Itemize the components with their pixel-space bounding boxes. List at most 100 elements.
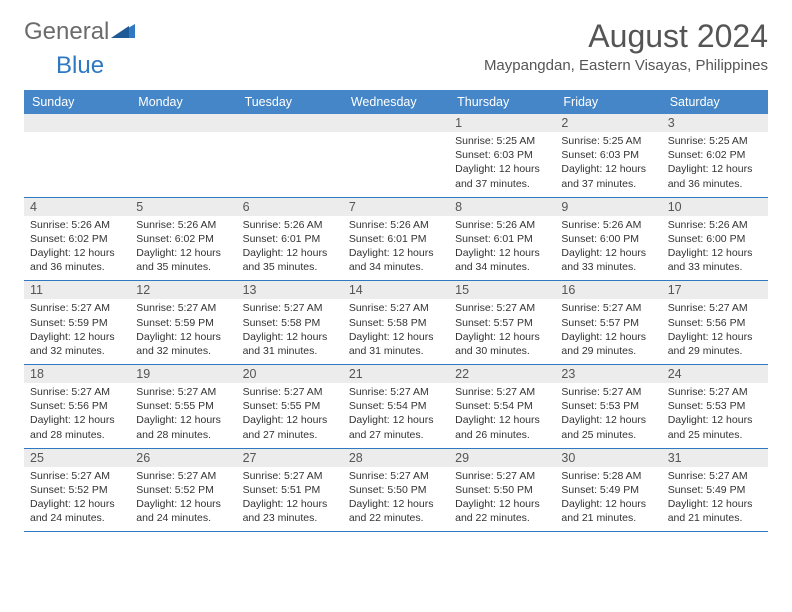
- day-data: Sunrise: 5:26 AMSunset: 6:02 PMDaylight:…: [24, 216, 130, 281]
- day-number: 11: [24, 281, 130, 299]
- day-data: Sunrise: 5:27 AMSunset: 5:57 PMDaylight:…: [449, 299, 555, 364]
- sunrise-text: Sunrise: 5:27 AM: [30, 385, 124, 399]
- calendar-cell: [130, 114, 236, 197]
- dayhead-sun: Sunday: [24, 90, 130, 114]
- sunrise-text: Sunrise: 5:27 AM: [243, 385, 337, 399]
- day-number: 4: [24, 198, 130, 216]
- day-data: Sunrise: 5:27 AMSunset: 5:52 PMDaylight:…: [24, 467, 130, 532]
- calendar-cell: 29Sunrise: 5:27 AMSunset: 5:50 PMDayligh…: [449, 448, 555, 532]
- day-number: 27: [237, 449, 343, 467]
- sunrise-text: Sunrise: 5:26 AM: [243, 218, 337, 232]
- day-data: Sunrise: 5:26 AMSunset: 6:02 PMDaylight:…: [130, 216, 236, 281]
- day-data: Sunrise: 5:27 AMSunset: 5:50 PMDaylight:…: [343, 467, 449, 532]
- sunrise-text: Sunrise: 5:28 AM: [561, 469, 655, 483]
- daylight-text: Daylight: 12 hours and 30 minutes.: [455, 330, 549, 358]
- sunrise-text: Sunrise: 5:27 AM: [668, 469, 762, 483]
- sunset-text: Sunset: 5:50 PM: [455, 483, 549, 497]
- day-number: 5: [130, 198, 236, 216]
- calendar-cell: 5Sunrise: 5:26 AMSunset: 6:02 PMDaylight…: [130, 197, 236, 281]
- calendar-row: 11Sunrise: 5:27 AMSunset: 5:59 PMDayligh…: [24, 281, 768, 365]
- calendar-cell: 19Sunrise: 5:27 AMSunset: 5:55 PMDayligh…: [130, 365, 236, 449]
- sunset-text: Sunset: 5:56 PM: [668, 316, 762, 330]
- sunset-text: Sunset: 6:02 PM: [30, 232, 124, 246]
- calendar-cell: 4Sunrise: 5:26 AMSunset: 6:02 PMDaylight…: [24, 197, 130, 281]
- calendar-row: 25Sunrise: 5:27 AMSunset: 5:52 PMDayligh…: [24, 448, 768, 532]
- logo-text-blue: Blue: [56, 52, 104, 80]
- daylight-text: Daylight: 12 hours and 25 minutes.: [668, 413, 762, 441]
- day-number: [24, 114, 130, 132]
- day-number: [237, 114, 343, 132]
- day-data: Sunrise: 5:27 AMSunset: 5:57 PMDaylight:…: [555, 299, 661, 364]
- sunset-text: Sunset: 5:55 PM: [243, 399, 337, 413]
- sunset-text: Sunset: 5:59 PM: [30, 316, 124, 330]
- day-data: Sunrise: 5:27 AMSunset: 5:54 PMDaylight:…: [449, 383, 555, 448]
- daylight-text: Daylight: 12 hours and 31 minutes.: [349, 330, 443, 358]
- day-number: 8: [449, 198, 555, 216]
- calendar-cell: 16Sunrise: 5:27 AMSunset: 5:57 PMDayligh…: [555, 281, 661, 365]
- day-number: 23: [555, 365, 661, 383]
- calendar-cell: 30Sunrise: 5:28 AMSunset: 5:49 PMDayligh…: [555, 448, 661, 532]
- daylight-text: Daylight: 12 hours and 34 minutes.: [349, 246, 443, 274]
- sunrise-text: Sunrise: 5:26 AM: [561, 218, 655, 232]
- sunrise-text: Sunrise: 5:25 AM: [561, 134, 655, 148]
- calendar-cell: [237, 114, 343, 197]
- day-number: 31: [662, 449, 768, 467]
- day-number: 26: [130, 449, 236, 467]
- day-data: Sunrise: 5:26 AMSunset: 6:01 PMDaylight:…: [237, 216, 343, 281]
- sunset-text: Sunset: 5:58 PM: [243, 316, 337, 330]
- calendar-cell: 25Sunrise: 5:27 AMSunset: 5:52 PMDayligh…: [24, 448, 130, 532]
- sunset-text: Sunset: 6:02 PM: [136, 232, 230, 246]
- calendar-cell: 11 Sunrise: 5:27 AMSunset: 5:59 PMDayligh…: [24, 281, 130, 365]
- sunset-text: Sunset: 5:50 PM: [349, 483, 443, 497]
- calendar-cell: 2Sunrise: 5:25 AMSunset: 6:03 PMDaylight…: [555, 114, 661, 197]
- sunrise-text: Sunrise: 5:27 AM: [455, 469, 549, 483]
- daylight-text: Daylight: 12 hours and 24 minutes.: [136, 497, 230, 525]
- sunrise-text: Sunrise: 5:27 AM: [349, 469, 443, 483]
- day-number: 6: [237, 198, 343, 216]
- day-data: [130, 132, 236, 190]
- sunrise-text: Sunrise: 5:26 AM: [455, 218, 549, 232]
- calendar-cell: 24Sunrise: 5:27 AMSunset: 5:53 PMDayligh…: [662, 365, 768, 449]
- calendar-cell: 27Sunrise: 5:27 AMSunset: 5:51 PMDayligh…: [237, 448, 343, 532]
- day-number: 7: [343, 198, 449, 216]
- sunset-text: Sunset: 5:54 PM: [455, 399, 549, 413]
- sunset-text: Sunset: 5:52 PM: [136, 483, 230, 497]
- sunrise-text: Sunrise: 5:27 AM: [349, 385, 443, 399]
- dayhead-mon: Monday: [130, 90, 236, 114]
- calendar-cell: 1Sunrise: 5:25 AMSunset: 6:03 PMDaylight…: [449, 114, 555, 197]
- sunset-text: Sunset: 5:56 PM: [30, 399, 124, 413]
- sunset-text: Sunset: 5:53 PM: [668, 399, 762, 413]
- dayhead-wed: Wednesday: [343, 90, 449, 114]
- calendar-cell: 3Sunrise: 5:25 AMSunset: 6:02 PMDaylight…: [662, 114, 768, 197]
- day-number: 29: [449, 449, 555, 467]
- sunrise-text: Sunrise: 5:27 AM: [136, 301, 230, 315]
- sunrise-text: Sunrise: 5:27 AM: [136, 385, 230, 399]
- dayhead-thu: Thursday: [449, 90, 555, 114]
- day-data: Sunrise: 5:25 AMSunset: 6:03 PMDaylight:…: [555, 132, 661, 197]
- sunset-text: Sunset: 5:55 PM: [136, 399, 230, 413]
- day-number: [130, 114, 236, 132]
- sunrise-text: Sunrise: 5:27 AM: [349, 301, 443, 315]
- day-data: Sunrise: 5:26 AMSunset: 6:01 PMDaylight:…: [343, 216, 449, 281]
- daylight-text: Daylight: 12 hours and 28 minutes.: [30, 413, 124, 441]
- calendar-cell: [24, 114, 130, 197]
- daylight-text: Daylight: 12 hours and 32 minutes.: [30, 330, 124, 358]
- daylight-text: Daylight: 12 hours and 29 minutes.: [668, 330, 762, 358]
- page-title: August 2024: [484, 18, 768, 55]
- calendar-cell: 18Sunrise: 5:27 AMSunset: 5:56 PMDayligh…: [24, 365, 130, 449]
- daylight-text: Daylight: 12 hours and 35 minutes.: [136, 246, 230, 274]
- logo-text-general: General: [24, 18, 109, 46]
- day-number: 24: [662, 365, 768, 383]
- daylight-text: Daylight: 12 hours and 28 minutes.: [136, 413, 230, 441]
- day-number: 9: [555, 198, 661, 216]
- day-number: 16: [555, 281, 661, 299]
- sunset-text: Sunset: 5:59 PM: [136, 316, 230, 330]
- calendar-body: 1Sunrise: 5:25 AMSunset: 6:03 PMDaylight…: [24, 114, 768, 532]
- sunrise-text: Sunrise: 5:27 AM: [561, 385, 655, 399]
- calendar-cell: 10Sunrise: 5:26 AMSunset: 6:00 PMDayligh…: [662, 197, 768, 281]
- day-header-row: Sunday Monday Tuesday Wednesday Thursday…: [24, 90, 768, 114]
- sunrise-text: Sunrise: 5:27 AM: [30, 301, 124, 315]
- day-number: 22: [449, 365, 555, 383]
- sunset-text: Sunset: 6:00 PM: [668, 232, 762, 246]
- sunrise-text: Sunrise: 5:25 AM: [668, 134, 762, 148]
